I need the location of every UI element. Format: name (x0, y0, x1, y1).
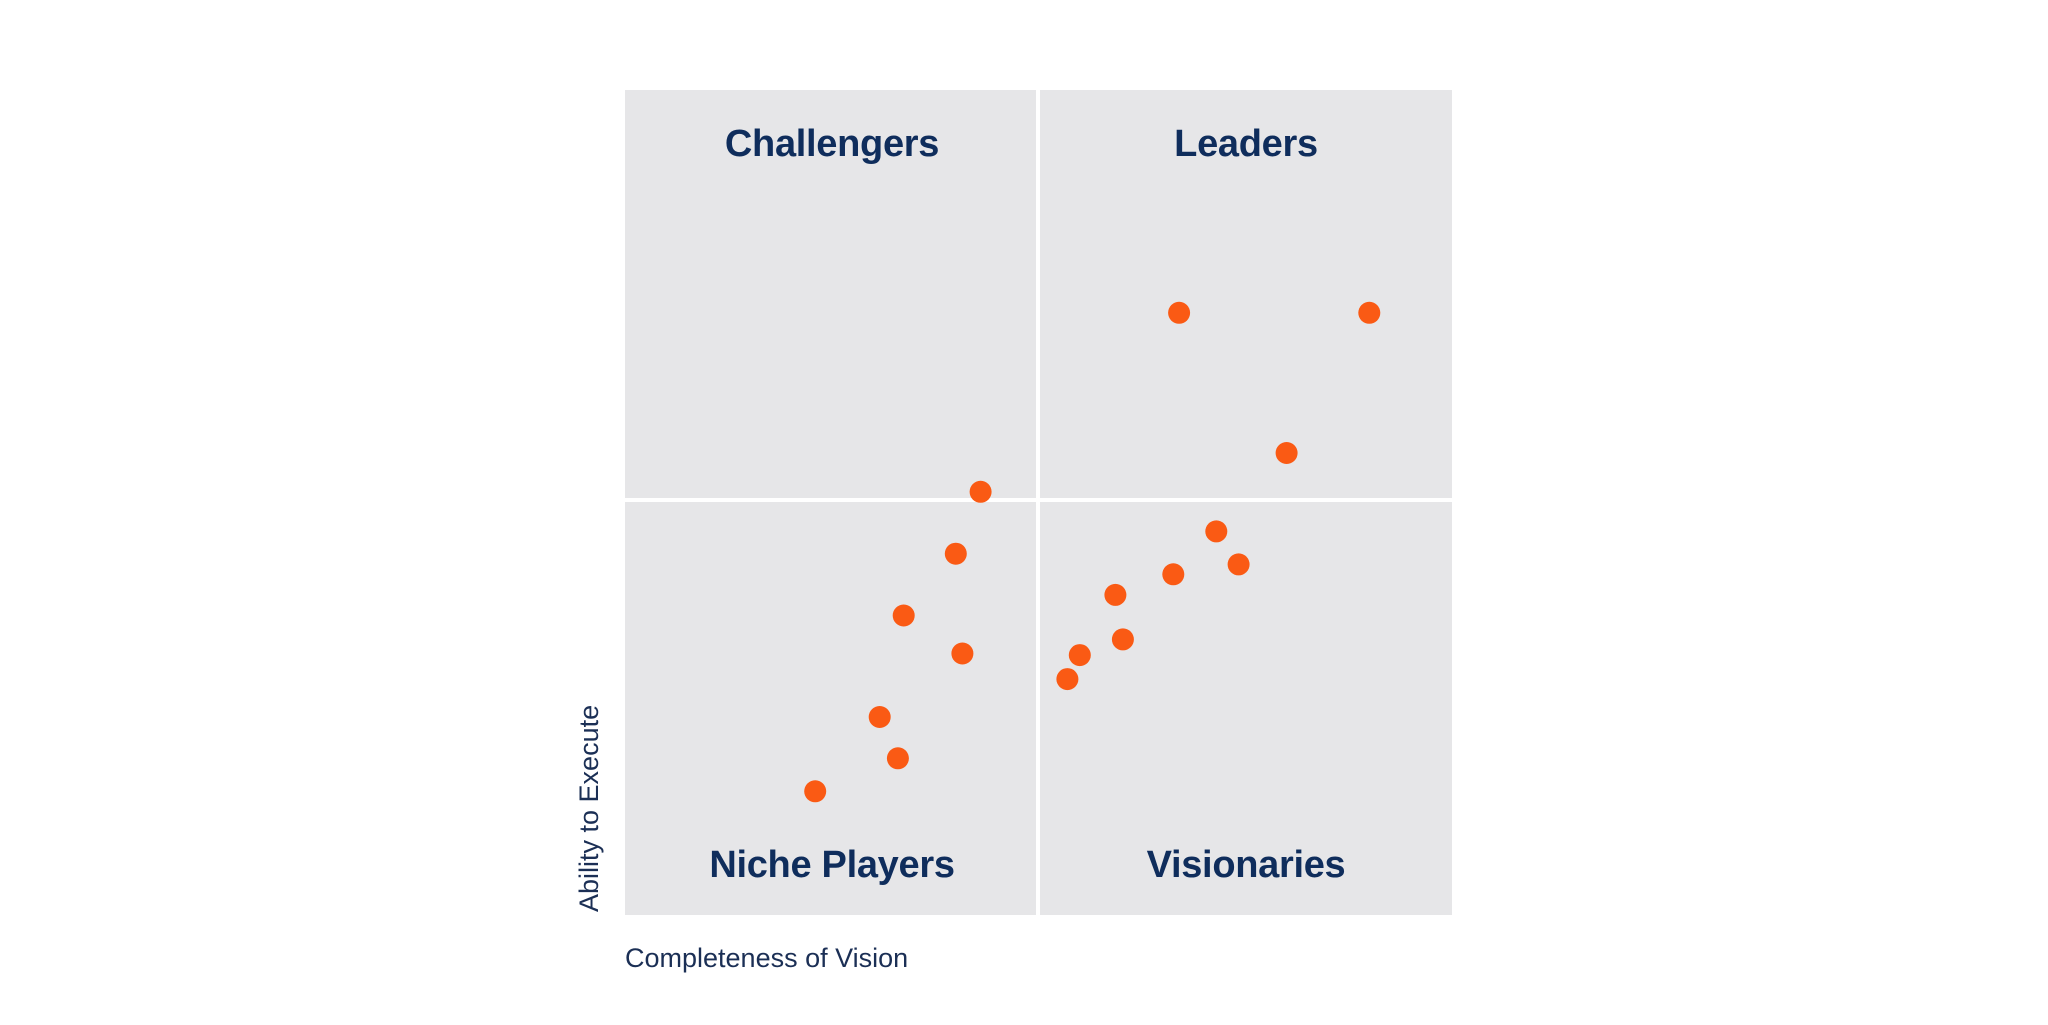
x-axis-label: Completeness of Vision (625, 943, 908, 973)
data-point-1 (1168, 301, 1191, 324)
data-point-15 (868, 706, 891, 728)
quadrant-label-leaders: Leaders (1174, 123, 1318, 165)
data-point-14 (1056, 668, 1079, 691)
data-point-6 (944, 542, 967, 565)
quadrant-bottom-left (625, 502, 1036, 915)
quadrant-label-challengers: Challengers (725, 123, 939, 165)
data-point-9 (1104, 583, 1127, 606)
data-point-4 (969, 480, 992, 503)
quadrant-label-niche-players: Niche Players (709, 844, 954, 886)
data-point-8 (1227, 553, 1250, 576)
data-point-2 (1358, 301, 1381, 324)
quadrant-top-right (1040, 90, 1452, 498)
data-point-10 (892, 604, 915, 627)
quadrant-top-left (625, 90, 1036, 498)
data-points (804, 301, 1381, 803)
data-point-3 (1275, 442, 1298, 464)
data-point-13 (1068, 644, 1091, 667)
data-point-5 (1205, 520, 1228, 543)
y-axis-label: Ability to Execute (574, 705, 604, 912)
data-point-11 (951, 642, 974, 665)
quadrant-label-visionaries: Visionaries (1147, 844, 1346, 886)
data-point-16 (886, 747, 909, 770)
data-point-12 (1111, 628, 1134, 651)
data-point-7 (1162, 563, 1185, 586)
data-point-17 (804, 780, 827, 803)
